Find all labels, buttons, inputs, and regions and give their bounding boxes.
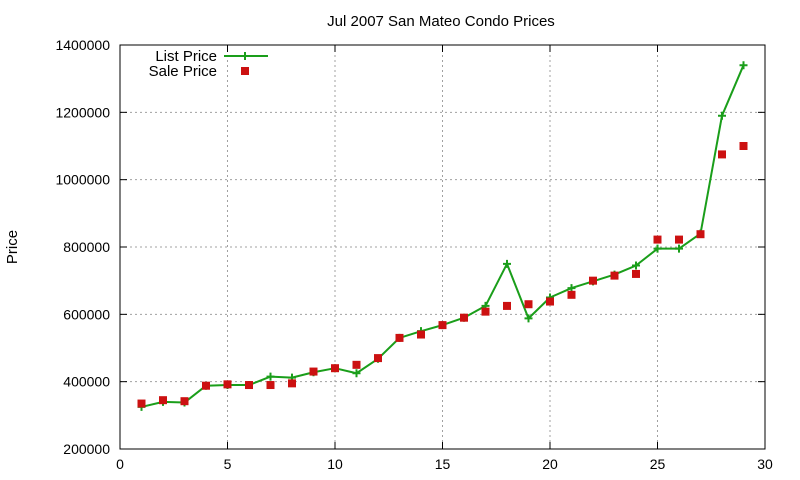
data-point-list-price bbox=[675, 244, 683, 253]
data-point-sale-price bbox=[245, 381, 253, 390]
x-tick-label: 10 bbox=[327, 456, 343, 472]
data-point-list-price bbox=[567, 284, 576, 293]
data-point-list-price bbox=[653, 244, 662, 253]
y-tick-label: 200000 bbox=[63, 441, 110, 457]
data-point-list-price bbox=[266, 372, 275, 381]
data-point-sale-price bbox=[481, 307, 490, 316]
data-point-sale-price bbox=[632, 269, 640, 278]
data-point-sale-price bbox=[503, 301, 511, 310]
data-point-list-price bbox=[352, 369, 361, 378]
data-point-sale-price bbox=[223, 380, 232, 389]
y-tick-label: 1200000 bbox=[55, 104, 110, 120]
axis-ticks: 0 5 10 15 20 25 30 200000 400000 600000 800000 1000… bbox=[55, 37, 773, 472]
data-point-sale-price bbox=[352, 360, 361, 369]
y-tick-label: 1400000 bbox=[55, 37, 110, 53]
data-point-sale-price bbox=[589, 276, 597, 285]
grid bbox=[120, 45, 765, 449]
data-point-sale-price bbox=[438, 321, 447, 330]
x-tick-label: 0 bbox=[116, 456, 124, 472]
data-point-sale-price bbox=[696, 230, 705, 239]
x-tick-label: 20 bbox=[542, 456, 558, 472]
data-point-sale-price bbox=[675, 235, 683, 244]
x-tick-label: 15 bbox=[435, 456, 451, 472]
data-point-sale-price bbox=[159, 396, 167, 405]
legend-label-list-price: List Price bbox=[155, 48, 217, 65]
data-point-sale-price bbox=[331, 364, 339, 373]
data-point-list-price bbox=[524, 314, 533, 323]
data-point-sale-price bbox=[288, 379, 296, 388]
x-tick-label: 5 bbox=[224, 456, 232, 472]
y-axis-label: Price bbox=[4, 230, 21, 264]
data-point-sale-price bbox=[653, 235, 662, 244]
chart-title: Jul 2007 San Mateo Condo Prices bbox=[327, 13, 555, 30]
data-point-sale-price bbox=[546, 297, 554, 306]
data-point-sale-price bbox=[180, 397, 189, 406]
data-point-list-price bbox=[718, 111, 726, 120]
data-point-sale-price bbox=[202, 381, 210, 390]
legend: List Price Sale Price bbox=[149, 48, 268, 80]
data-point-sale-price bbox=[567, 290, 576, 299]
data-point-list-price bbox=[632, 261, 640, 270]
data-point-list-price bbox=[503, 259, 511, 268]
data-point-sale-price bbox=[739, 142, 748, 150]
data-point-sale-price bbox=[524, 300, 533, 309]
data-point-sale-price bbox=[460, 313, 468, 322]
data-point-sale-price bbox=[395, 333, 404, 342]
y-tick-label: 1000000 bbox=[55, 172, 110, 188]
data-point-sale-price bbox=[137, 399, 146, 408]
x-tick-label: 30 bbox=[757, 456, 773, 472]
data-point-sale-price bbox=[266, 381, 275, 390]
y-tick-label: 800000 bbox=[63, 239, 110, 255]
x-tick-label: 25 bbox=[650, 456, 666, 472]
data-point-sale-price bbox=[610, 271, 619, 280]
legend-marker-list-price bbox=[241, 52, 249, 60]
y-tick-label: 400000 bbox=[63, 374, 110, 390]
y-tick-label: 600000 bbox=[63, 306, 110, 322]
data-point-sale-price bbox=[374, 354, 382, 363]
legend-label-sale-price: Sale Price bbox=[149, 63, 217, 80]
data-point-sale-price bbox=[309, 367, 318, 376]
data-point-list-price bbox=[739, 61, 748, 70]
data-point-sale-price bbox=[718, 150, 726, 159]
legend-marker-sale-price bbox=[241, 67, 249, 75]
data-point-sale-price bbox=[417, 330, 425, 339]
series-layer bbox=[137, 61, 748, 411]
